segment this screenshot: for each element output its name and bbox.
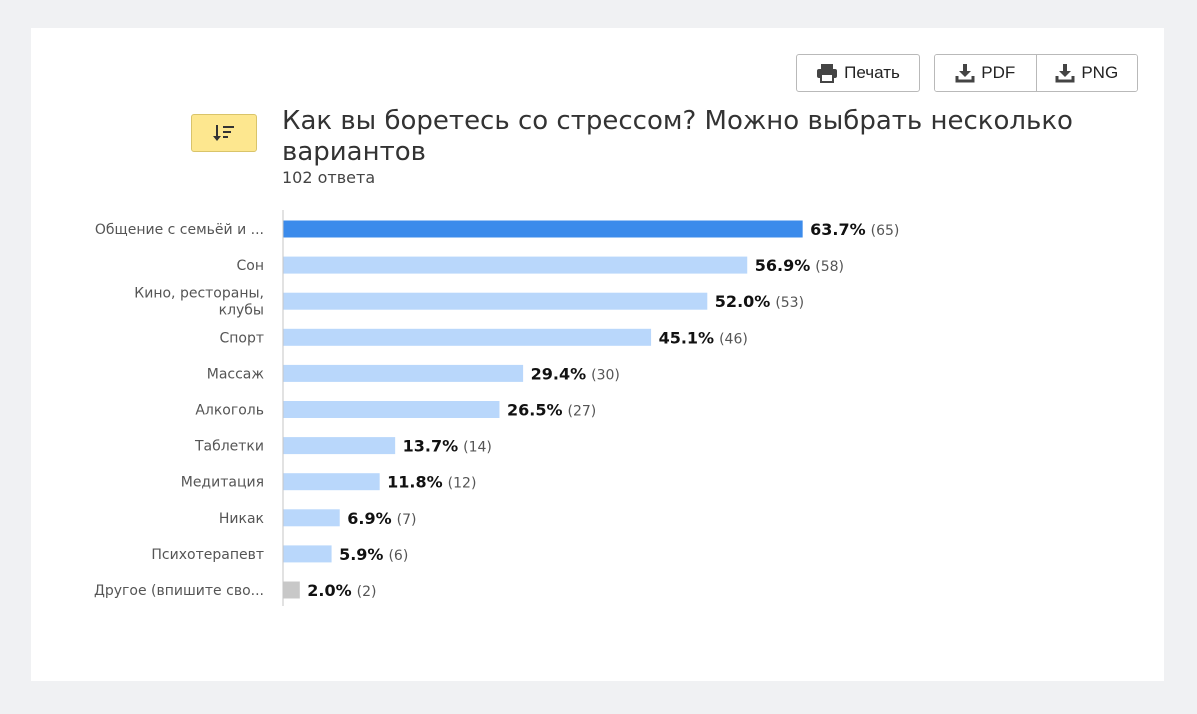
category-label-2: Кино, рестораны, клубы — [134, 286, 264, 319]
category-label-line-7-0: Медитация — [181, 475, 264, 491]
bar-2 — [283, 292, 708, 310]
print-button-label: Печать — [844, 63, 900, 82]
sort-descending-icon — [213, 125, 234, 141]
category-label-line-6-0: Таблетки — [194, 439, 264, 455]
bar-7 — [283, 473, 380, 491]
bar-6 — [283, 437, 396, 455]
bar-chart: Общение с семьёй и ... 63.7% (65)Сон 56.9%(… — [94, 210, 899, 606]
category-label-line-2-1: клубы — [219, 303, 264, 319]
value-label-0: 63.7% (65) — [810, 220, 899, 239]
category-label-10: Другое (впишите сво... — [94, 583, 264, 599]
count-label-1: (58) — [815, 259, 844, 275]
chart-title: Как вы боретесь со стрессом? Можно выбра… — [282, 106, 1073, 167]
count-label-3: (46) — [719, 331, 748, 347]
percent-label-7: 11.8% — [387, 473, 443, 492]
bar-5 — [283, 401, 500, 418]
percent-label-9: 5.9% — [339, 545, 383, 564]
count-label-6: (14) — [463, 440, 492, 456]
percent-label-0: 63.7% — [810, 220, 866, 239]
pdf-download-button[interactable]: PDF — [935, 55, 1036, 91]
percent-label-2: 52.0% — [715, 292, 771, 311]
category-label-0: Общение с семьёй и ... — [95, 222, 264, 238]
bar-1 — [283, 256, 748, 274]
png-button-label: PNG — [1081, 63, 1119, 82]
export-button-group: PDF PNG — [934, 54, 1138, 92]
count-label-0: (65) — [871, 223, 900, 239]
pdf-button-label: PDF — [981, 63, 1016, 82]
category-label-4: Массаж — [207, 366, 265, 382]
value-label-9: 5.9% (6) — [339, 545, 408, 564]
bar-4 — [283, 364, 524, 382]
category-label-line-4-0: Массаж — [207, 366, 265, 382]
category-label-7: Медитация — [181, 475, 264, 491]
category-label-line-2-0: Кино, рестораны, — [134, 286, 264, 302]
bar-9 — [283, 545, 332, 563]
value-label-4: 29.4% (30) — [531, 364, 620, 383]
print-button[interactable]: Печать — [796, 54, 920, 92]
download-icon — [1055, 64, 1075, 83]
category-label-line-9-0: Психотерапевт — [151, 547, 264, 563]
percent-label-10: 2.0% — [307, 581, 351, 600]
count-label-10: (2) — [357, 584, 377, 600]
percent-label-8: 6.9% — [347, 509, 391, 528]
category-label-line-8-0: Никак — [219, 511, 264, 527]
bar-0 — [283, 220, 803, 238]
value-label-7: 11.8% (12) — [387, 473, 476, 492]
percent-label-1: 56.9% — [755, 256, 811, 275]
count-label-5: (27) — [567, 404, 596, 420]
category-label-8: Никак — [219, 511, 264, 527]
sort-button[interactable] — [191, 114, 257, 152]
category-label-5: Алкоголь — [195, 403, 264, 419]
category-label-3: Спорт — [219, 330, 264, 346]
category-label-9: Психотерапевт — [151, 547, 264, 563]
category-label-line-0-0: Общение с семьёй и ... — [95, 222, 264, 238]
png-download-button[interactable]: PNG — [1035, 55, 1137, 91]
count-label-7: (12) — [448, 476, 477, 492]
count-label-4: (30) — [591, 367, 620, 383]
category-label-line-3-0: Спорт — [219, 330, 264, 346]
value-label-6: 13.7% (14) — [403, 437, 492, 456]
percent-label-5: 26.5% — [507, 401, 563, 420]
bar-3 — [283, 328, 652, 346]
category-label-line-1-0: Сон — [237, 258, 265, 274]
printer-icon — [817, 64, 838, 83]
bar-8 — [283, 509, 340, 527]
percent-label-3: 45.1% — [659, 328, 715, 347]
category-label-line-10-0: Другое (впишите сво... — [94, 583, 264, 599]
category-label-1: Сон — [237, 258, 265, 274]
value-label-10: 2.0% (2) — [307, 581, 376, 600]
category-label-6: Таблетки — [194, 439, 264, 455]
value-label-5: 26.5% (27) — [507, 401, 596, 420]
category-label-line-5-0: Алкоголь — [195, 403, 264, 419]
value-label-3: 45.1% (46) — [659, 328, 748, 347]
percent-label-6: 13.7% — [403, 437, 459, 456]
value-label-8: 6.9% (7) — [347, 509, 416, 528]
value-label-1: 56.9% (58) — [755, 256, 844, 275]
count-label-8: (7) — [397, 512, 417, 528]
download-icon — [955, 64, 975, 83]
response-count: 102 ответа — [282, 168, 376, 187]
value-label-2: 52.0% (53) — [715, 292, 804, 311]
bar-10 — [283, 581, 300, 599]
count-label-2: (53) — [775, 295, 804, 311]
percent-label-4: 29.4% — [531, 364, 587, 383]
poll-results-card: Печать PDF PNG Как вы — [31, 28, 1164, 681]
count-label-9: (6) — [388, 548, 408, 564]
